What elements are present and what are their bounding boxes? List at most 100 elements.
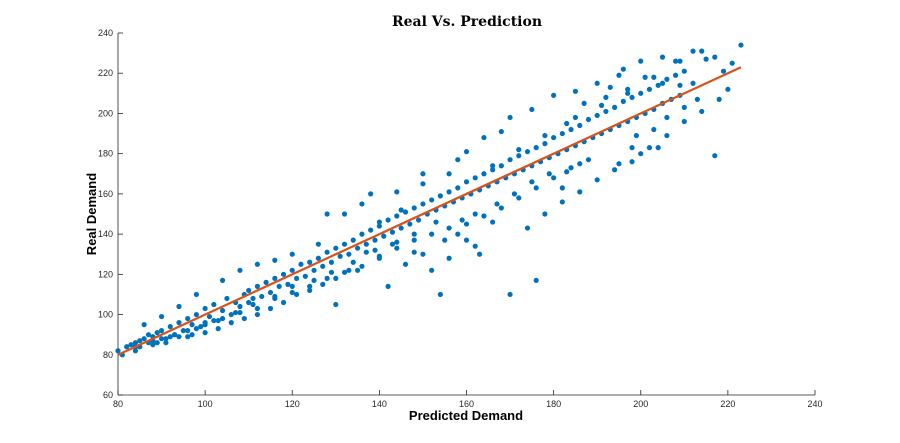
scatter-point [158, 328, 165, 334]
scatter-point [363, 249, 369, 255]
scatter-point [167, 324, 173, 330]
scatter-point [612, 167, 618, 173]
scatter-point [368, 227, 374, 233]
scatter-point [594, 112, 600, 119]
scatter-point [398, 225, 404, 231]
scatter-point [551, 175, 557, 181]
x-ticks: 80 100 120 140 160 180 200 220 240 [113, 390, 823, 409]
scatter-point [498, 163, 504, 169]
scatter-point [137, 338, 143, 344]
scatter-point [568, 126, 574, 133]
scatter-point [659, 80, 666, 86]
scatter-point [333, 301, 339, 308]
scatter-point [154, 340, 160, 346]
scatter-point [132, 348, 139, 354]
scatter-point [254, 283, 260, 289]
scatter-point [185, 315, 191, 322]
y-axis-label: Real Demand [84, 173, 99, 255]
scatter-point [219, 277, 226, 283]
scatter-point [328, 259, 335, 265]
scatter-point [394, 189, 400, 195]
scatter-point [354, 267, 361, 273]
scatter-point [629, 145, 635, 151]
scatter-point [350, 259, 356, 265]
scatter-point [346, 251, 352, 257]
scatter-point [472, 243, 478, 249]
scatter-point [559, 130, 565, 137]
scatter-point [276, 283, 282, 289]
scatter-point [254, 305, 260, 312]
scatter-point [690, 48, 696, 54]
scatter-point [472, 175, 478, 181]
scatter-point [476, 251, 483, 257]
scatter-point [551, 134, 557, 141]
scatter-point [163, 340, 169, 346]
scatter-point [420, 171, 426, 177]
scatter-point [463, 237, 470, 243]
scatter-point [507, 157, 513, 163]
y-tick-label: 180 [98, 149, 113, 159]
scatter-point [577, 122, 583, 129]
scatter-point [625, 86, 631, 92]
scatter-point [699, 108, 705, 115]
x-tick-label: 240 [807, 399, 822, 409]
fit-line [117, 66, 742, 356]
scatter-point [185, 334, 191, 340]
scatter-point [302, 273, 308, 279]
y-tick-label: 200 [98, 108, 113, 118]
scatter-point [677, 58, 683, 64]
scatter-point [729, 60, 735, 66]
scatter-point [603, 108, 609, 115]
scatter-point [219, 315, 226, 322]
scatter-point [638, 58, 644, 64]
scatter-point [307, 259, 313, 265]
fit-line-group [117, 66, 742, 356]
scatter-point [533, 145, 539, 151]
y-tick-label: 160 [98, 189, 113, 199]
scatter-point [472, 211, 478, 217]
scatter-point [559, 199, 565, 205]
scatter-point [633, 132, 639, 139]
scatter-point [259, 293, 265, 300]
scatter-point [594, 177, 600, 183]
scatter-point [176, 334, 182, 340]
scatter-point [681, 118, 687, 125]
scatter-point [529, 106, 535, 113]
scatter-point [429, 231, 435, 237]
scatter-point [542, 211, 548, 217]
scatter-point [629, 159, 635, 165]
scatter-point [228, 311, 234, 318]
scatter-point [341, 211, 348, 217]
scatter-point [237, 303, 243, 310]
scatter-point [651, 74, 657, 80]
scatter-point [263, 279, 269, 285]
scatter-point [655, 145, 661, 151]
scatter-point [315, 241, 321, 247]
scatter-point [132, 340, 139, 346]
scatter-point [463, 221, 470, 227]
scatter-point [420, 181, 426, 187]
scatter-point [341, 269, 348, 275]
scatter-point [233, 309, 239, 316]
y-tick-label: 80 [103, 350, 113, 360]
scatter-point [720, 68, 727, 74]
scatter-point [699, 48, 705, 54]
scatter-point [389, 241, 396, 247]
scatter-point [337, 253, 343, 259]
scatter-point [516, 195, 522, 201]
x-axis-label: Predicted Demand [409, 408, 523, 423]
scatter-point [533, 277, 539, 283]
scatter-point [193, 291, 200, 298]
scatter-point [455, 157, 461, 163]
scatter-point [437, 291, 443, 298]
scatter-point [402, 209, 409, 215]
scatter-point [189, 332, 195, 338]
scatter-point [629, 94, 635, 100]
scatter-point [577, 161, 583, 167]
scatter-point [289, 289, 295, 296]
scatter-point [516, 147, 522, 153]
scatter-point [437, 193, 443, 199]
scatter-point [581, 100, 587, 106]
scatter-point [572, 114, 579, 121]
scatter-point [498, 128, 504, 135]
